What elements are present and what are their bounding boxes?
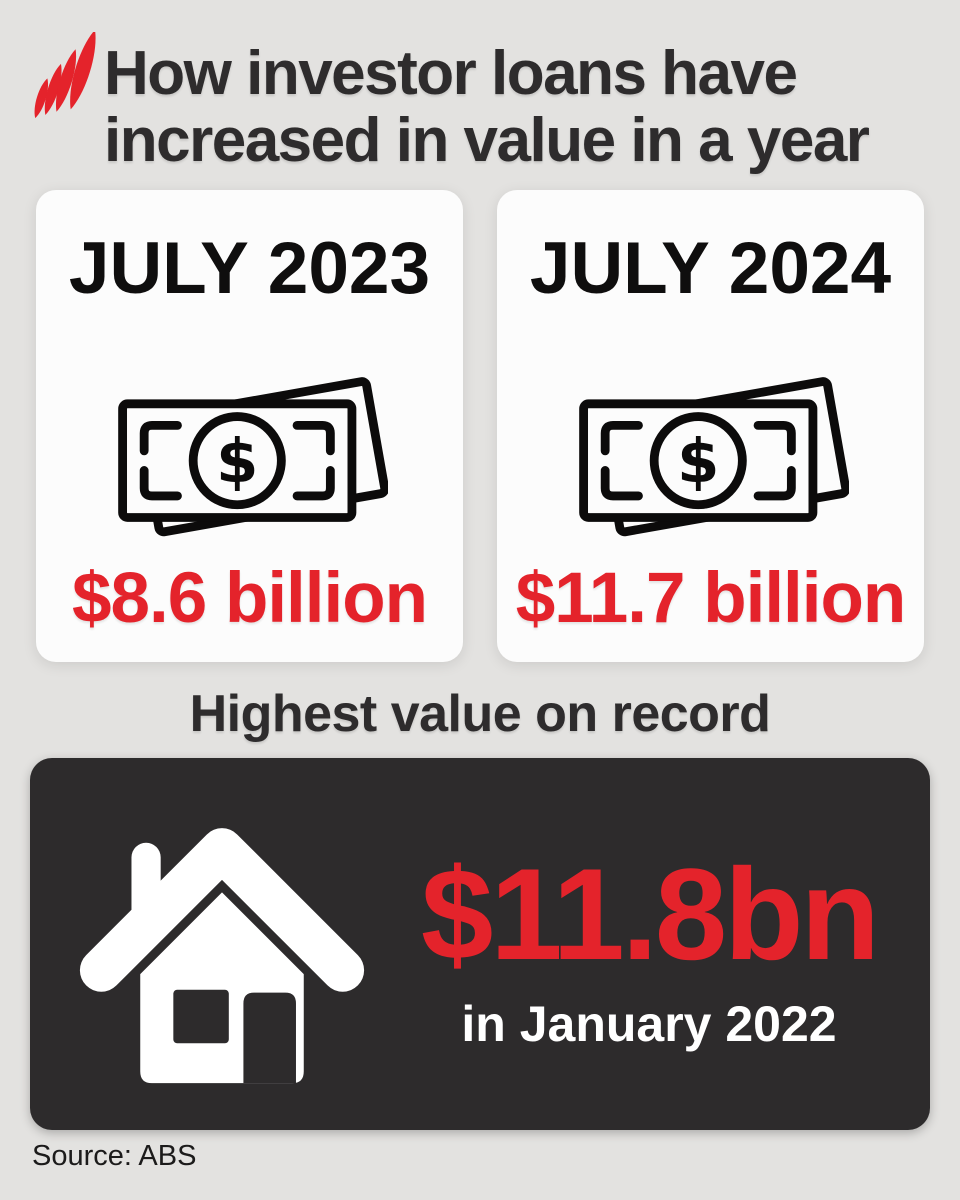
card-value: $11.7 billion — [515, 559, 906, 638]
card-period-label: JULY 2023 — [68, 228, 431, 309]
record-text-block: $11.8bn in January 2022 — [368, 849, 930, 1053]
page-title-line1: How investor loans have — [104, 39, 798, 108]
dollar-sign-glyph: $ — [216, 427, 258, 497]
page-title: How investor loans have increased in val… — [104, 40, 924, 174]
comparison-cards: JULY 2023 $ $8.6 billion JULY 2024 — [36, 190, 924, 662]
page-title-line2: increased in value in a year — [104, 106, 870, 175]
card-period-label: JULY 2024 — [529, 228, 892, 309]
house-icon — [79, 828, 365, 1084]
card-value: $8.6 billion — [72, 559, 428, 638]
banknotes-icon: $ — [117, 377, 388, 537]
dollar-sign-glyph: $ — [677, 427, 719, 497]
banknotes-icon: $ — [578, 377, 849, 537]
record-card: $11.8bn in January 2022 — [30, 758, 930, 1130]
card-july-2024: JULY 2024 $ $11.7 billion — [497, 190, 924, 662]
source-note: Source: ABS — [32, 1140, 197, 1172]
sbs-logo-icon — [34, 32, 96, 119]
record-value: $11.8bn — [421, 841, 880, 987]
card-july-2023: JULY 2023 $ $8.6 billion — [36, 190, 463, 662]
record-period: in January 2022 — [461, 996, 837, 1052]
record-heading: Highest value on record — [189, 685, 771, 743]
